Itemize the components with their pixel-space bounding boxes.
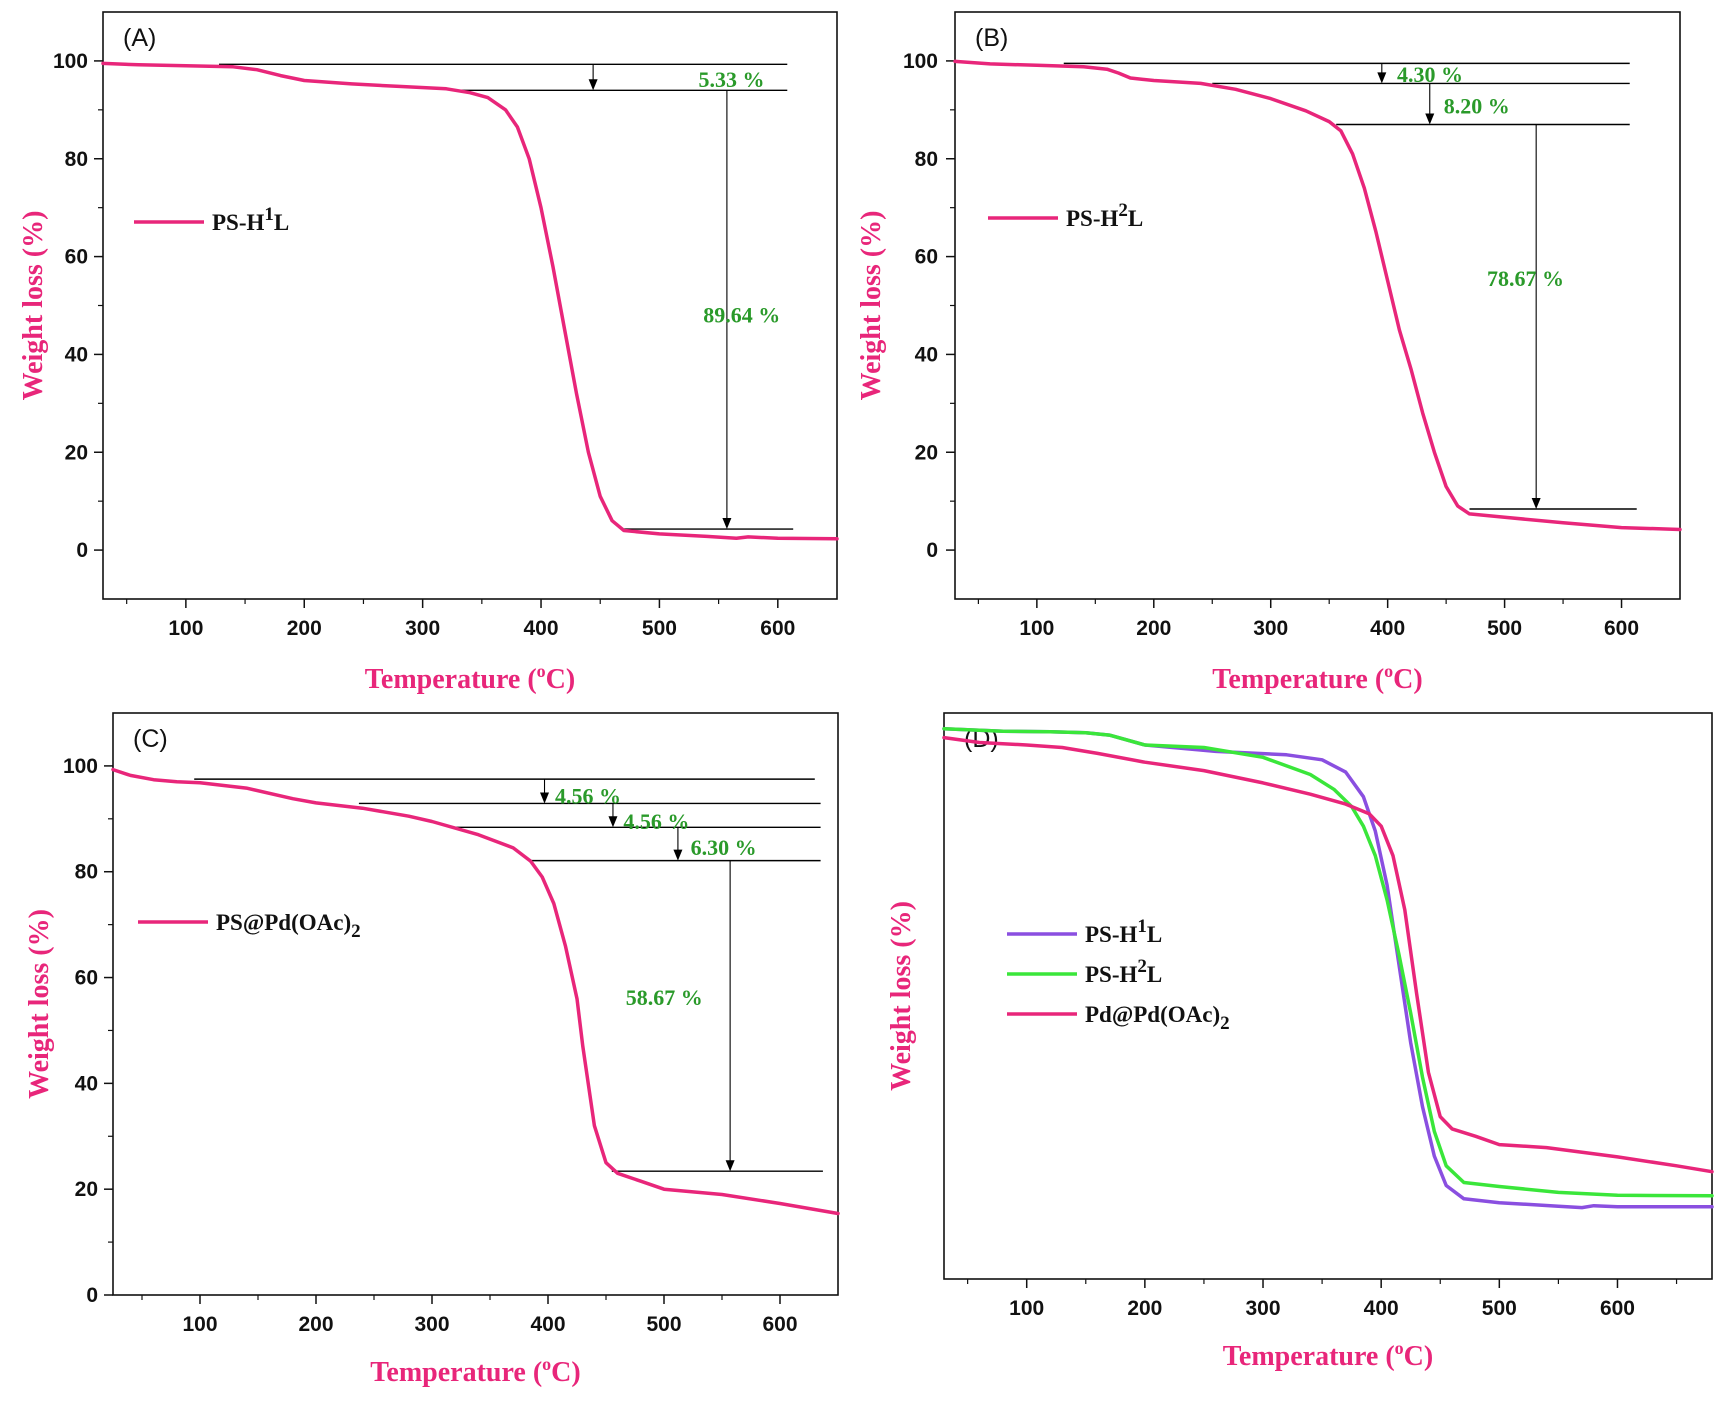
y-tick-label: 80 [75,861,98,884]
x-tick-label: 100 [168,617,203,640]
legend-label: Pd@Pd(OAc)2 [1085,1002,1230,1034]
panel-label: (C) [133,725,168,753]
x-tick-label: 500 [642,617,677,640]
x-tick-label: 600 [1600,1297,1635,1320]
y-tick-label: 0 [76,539,88,562]
series-line [953,59,1682,532]
annotation-label: 8.20 % [1444,93,1510,118]
arrow-head [1425,113,1435,125]
y-tick-label: 60 [915,246,938,269]
x-tick-label: 100 [1019,617,1054,640]
annotation-label: 6.30 % [691,835,757,860]
arrow-head [1377,72,1387,84]
annotation-label: 4.56 % [623,809,689,834]
y-tick-label: 80 [915,148,938,171]
y-tick-label: 0 [926,539,938,562]
y-axis-title: Weight loss (%) [18,211,49,401]
y-tick-label: 60 [65,246,88,269]
x-tick-label: 100 [1009,1297,1044,1320]
arrow-head [673,849,683,861]
x-tick-label: 500 [646,1313,681,1336]
plot-frame [954,11,1681,600]
arrow-head [540,792,550,804]
legend-label: PS@Pd(OAc)2 [216,910,361,942]
x-axis-title: Temperature (oC) [365,661,575,695]
x-tick-label: 400 [530,1313,565,1336]
x-tick-label: 600 [760,617,795,640]
panel-2: (C) 100 200 300 400 500 600 0 20 40 60 80 100 Tempera… [24,712,840,1388]
x-tick-label: 300 [414,1313,449,1336]
x-tick-label: 200 [287,617,322,640]
panel-label: (B) [975,24,1008,52]
y-tick-label: 40 [915,343,938,366]
panel-0: (A) 100 200 300 400 500 600 0 20 40 60 80 100 Tempera… [18,11,839,695]
y-tick-label: 60 [75,967,98,990]
y-tick-label: 80 [65,148,88,171]
arrow-head [722,518,732,530]
panel-label: (A) [123,24,156,52]
x-tick-label: 200 [1127,1297,1162,1320]
x-tick-label: 500 [1487,617,1522,640]
arrow-head [1531,497,1541,509]
series-line [942,726,1714,1198]
annotation-label: 5.33 % [698,67,764,92]
y-tick-label: 100 [63,755,98,778]
x-axis-title: Temperature (oC) [1223,1338,1433,1372]
plot-frame [112,712,839,1296]
x-tick-label: 300 [405,617,440,640]
y-tick-label: 20 [75,1178,98,1201]
y-axis-title: Weight loss (%) [856,211,887,401]
plot-frame [943,712,1713,1280]
y-tick-label: 40 [75,1072,98,1095]
x-tick-label: 300 [1253,617,1288,640]
y-axis-title: Weight loss (%) [24,909,55,1099]
x-axis-title: Temperature (oC) [1212,661,1422,695]
x-tick-label: 400 [524,617,559,640]
arrow-head [725,1160,735,1172]
arrow-head [608,816,618,828]
x-tick-label: 200 [1136,617,1171,640]
y-tick-label: 40 [65,343,88,366]
y-tick-label: 0 [86,1284,98,1307]
annotation-label: 4.30 % [1397,62,1463,87]
legend-label: PS-H1L [1085,916,1162,947]
y-tick-label: 100 [53,50,88,73]
x-axis-title: Temperature (oC) [370,1354,580,1388]
y-tick-label: 20 [65,441,88,464]
legend-label: PS-H2L [1085,956,1162,987]
x-tick-label: 500 [1482,1297,1517,1320]
panel-1: (B) 100 200 300 400 500 600 0 20 40 60 80 100 Tempera… [856,11,1682,695]
y-axis-title: Weight loss (%) [886,901,917,1091]
x-tick-label: 200 [298,1313,333,1336]
x-tick-label: 400 [1364,1297,1399,1320]
annotation-label: 89.64 % [703,302,780,327]
series-line [942,735,1714,1174]
series-line [101,61,839,541]
x-tick-label: 300 [1245,1297,1280,1320]
series-line [111,767,840,1216]
legend-label: PS-H2L [1066,200,1143,231]
y-tick-label: 100 [903,50,938,73]
x-tick-label: 100 [182,1313,217,1336]
annotation-label: 58.67 % [626,985,703,1010]
annotation-label: 78.67 % [1487,266,1564,291]
annotation-label: 4.56 % [555,784,621,809]
y-tick-label: 20 [915,441,938,464]
x-tick-label: 600 [1604,617,1639,640]
x-tick-label: 600 [762,1313,797,1336]
x-tick-label: 400 [1370,617,1405,640]
arrow-head [588,79,598,91]
legend-label: PS-H1L [212,204,289,235]
